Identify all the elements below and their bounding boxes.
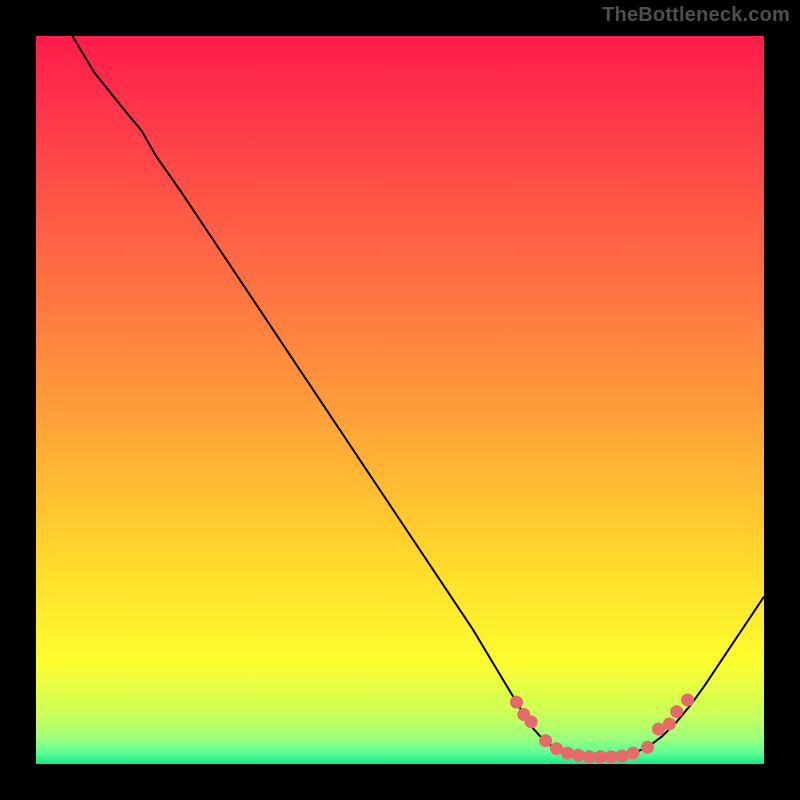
optimal-marker [572,749,585,762]
optimal-marker [525,715,538,728]
optimal-marker [616,749,629,762]
optimal-marker [681,693,694,706]
optimal-marker [641,741,654,754]
attribution-label: TheBottleneck.com [602,4,790,27]
optimal-marker [670,705,683,718]
chart-container: TheBottleneck.com [0,0,800,800]
chart-background [36,36,764,764]
optimal-marker [626,747,639,760]
optimal-marker [561,747,574,760]
bottleneck-chart [0,0,800,800]
optimal-marker [510,696,523,709]
optimal-marker [663,717,676,730]
optimal-marker [539,734,552,747]
